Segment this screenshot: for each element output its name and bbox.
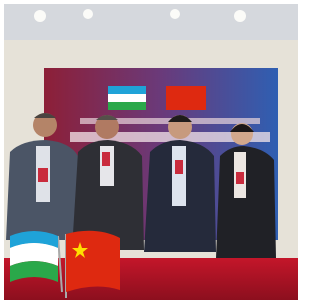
light	[234, 10, 246, 22]
flag-china	[166, 86, 206, 110]
flag-uzbekistan	[108, 86, 146, 110]
light	[170, 9, 180, 19]
light	[83, 9, 93, 19]
light	[34, 10, 46, 22]
page: {}	[0, 0, 302, 304]
photo	[0, 0, 302, 304]
ceiling	[4, 4, 298, 40]
